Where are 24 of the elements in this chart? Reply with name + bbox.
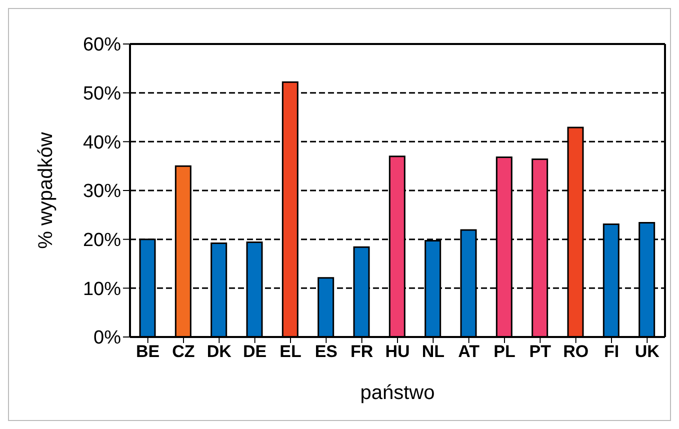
y-tick-label: 50% [82,84,122,105]
x-tick-label: ES [314,342,338,362]
x-tick-label: FR [350,342,374,362]
x-tick-label: DE [243,342,267,362]
y-tick-label: 0% [94,328,122,349]
y-tick-label: 40% [82,132,122,154]
x-tick-label: DK [206,342,232,362]
y-tick-label: 10% [82,278,122,300]
x-tick-label: AT [458,342,480,362]
x-tick-label: PL [494,342,516,362]
x-tick-label: FI [604,342,620,362]
y-axis-title: % wypadków [35,132,58,249]
x-tick-label: UK [634,342,660,362]
y-tick-label: 30% [82,181,122,202]
x-tick-label: RO [563,342,589,362]
y-tick-label: 60% [82,34,122,56]
x-tick-label: NL [422,342,445,362]
x-tick-label: BE [136,342,160,362]
x-tick-label: PT [529,342,552,362]
y-tick-label: 20% [82,230,122,252]
x-axis-title: państwo [360,382,435,404]
x-tick-label: CZ [172,342,195,362]
x-tick-label: EL [280,342,302,362]
x-tick-label: HU [385,342,410,362]
